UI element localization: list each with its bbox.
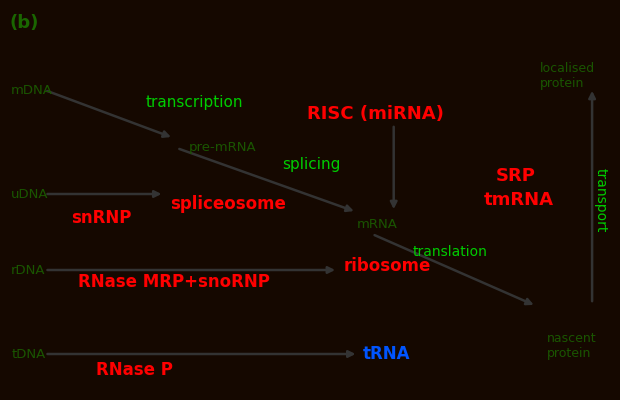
Text: splicing: splicing bbox=[282, 156, 340, 172]
Text: (b): (b) bbox=[9, 14, 38, 32]
Text: spliceosome: spliceosome bbox=[170, 195, 286, 213]
Text: tRNA: tRNA bbox=[363, 345, 410, 363]
Text: rDNA: rDNA bbox=[11, 264, 46, 276]
Text: tmRNA: tmRNA bbox=[484, 191, 554, 209]
Text: mDNA: mDNA bbox=[11, 84, 53, 96]
Text: tDNA: tDNA bbox=[11, 348, 45, 360]
Text: nascent
protein: nascent protein bbox=[547, 332, 596, 360]
Text: RISC (miRNA): RISC (miRNA) bbox=[307, 105, 444, 123]
Text: transcription: transcription bbox=[146, 94, 243, 110]
Text: localised
protein: localised protein bbox=[539, 62, 595, 90]
Text: snRNP: snRNP bbox=[71, 209, 131, 227]
Text: pre-mRNA: pre-mRNA bbox=[189, 142, 257, 154]
Text: ribosome: ribosome bbox=[344, 257, 432, 275]
Text: RNase MRP+snoRNP: RNase MRP+snoRNP bbox=[78, 273, 269, 291]
Text: mRNA: mRNA bbox=[356, 218, 397, 230]
Text: translation: translation bbox=[412, 245, 487, 259]
Text: RNase P: RNase P bbox=[96, 361, 173, 379]
Text: uDNA: uDNA bbox=[11, 188, 48, 200]
Text: SRP: SRP bbox=[496, 167, 536, 185]
Text: transport: transport bbox=[593, 168, 607, 232]
